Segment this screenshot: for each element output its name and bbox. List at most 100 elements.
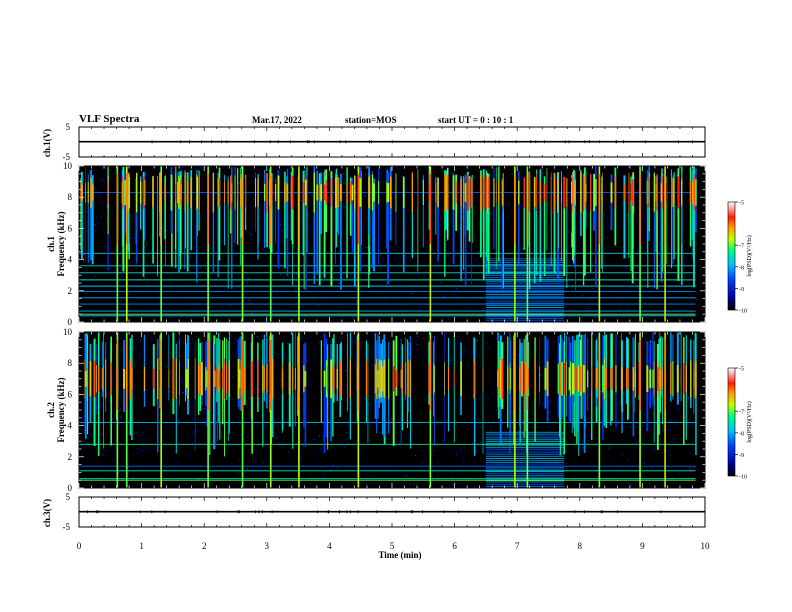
spec2-noise <box>247 436 249 438</box>
spec2-noise <box>652 449 654 451</box>
spec1-noise <box>441 295 443 297</box>
spec2-burst-core <box>294 367 296 390</box>
spec2-noise <box>108 416 110 418</box>
spec2-burst-core <box>93 360 96 398</box>
spec1-burst-core <box>422 180 424 206</box>
spec1-noise <box>197 297 199 299</box>
spec1-noise <box>411 308 414 310</box>
spec2-burst-core <box>583 365 585 393</box>
spec2-noise <box>673 422 675 425</box>
spec2-noise <box>139 353 141 355</box>
spec1-noise <box>670 262 672 265</box>
spec1-noise <box>102 180 104 182</box>
spec1-noise <box>380 284 382 286</box>
spec2-noise <box>679 473 681 475</box>
spec2-noise <box>490 402 492 404</box>
spec1-noise <box>645 226 647 228</box>
spec1-burst-core <box>523 177 525 208</box>
spec1-noise <box>154 283 156 286</box>
spec1-burst-core <box>325 180 328 205</box>
spec1-burst-core <box>255 177 256 208</box>
spec1-noise <box>342 172 344 175</box>
spec2-noise <box>170 474 172 476</box>
spec2-noise <box>300 456 302 459</box>
spec2-noise <box>596 476 599 478</box>
spec1-dense-band-line <box>485 267 565 269</box>
spec1-burst <box>411 177 413 259</box>
spec2-noise <box>321 422 324 424</box>
spec1-burst <box>693 166 695 288</box>
spec1-burst-core <box>601 184 603 201</box>
spec1-noise <box>443 295 445 298</box>
spec1-noise <box>141 188 143 190</box>
spec2-burst-core <box>224 358 226 400</box>
spec2-noise <box>630 342 632 345</box>
spec2-noise <box>647 361 649 363</box>
spec1-noise <box>158 214 160 216</box>
spec2-noise <box>415 356 417 358</box>
spec1-noise <box>129 232 131 235</box>
spec2-noise <box>368 395 370 397</box>
spec2-burst <box>634 333 636 398</box>
spec1-burst <box>485 171 487 257</box>
spec1-noise <box>540 232 543 234</box>
spec2-noise <box>588 473 591 475</box>
wf1-ylabel: ch.1(V) <box>42 129 52 157</box>
spec1-burst <box>487 173 490 274</box>
spec2-burst-core <box>89 361 92 397</box>
spec2-burst-core <box>690 360 692 398</box>
spec1-noise <box>161 190 163 192</box>
spec1-burst <box>122 177 124 264</box>
spec2-noise <box>530 356 532 359</box>
cbar1-tick-label: -9 <box>739 287 744 293</box>
spec1-burst-core <box>129 176 131 209</box>
spec2-burst-core <box>84 359 86 399</box>
spec1-noise <box>193 223 195 225</box>
spec2-burst-core <box>634 370 636 388</box>
spec1-burst <box>340 173 342 290</box>
spec2-burst-core <box>672 361 674 397</box>
spec1-dense-band-line <box>485 314 565 316</box>
spec2-noise <box>351 367 353 369</box>
spec2-noise <box>287 365 289 367</box>
spec2-noise <box>408 365 410 367</box>
spec1-noise <box>575 246 577 248</box>
spec1-burst-core <box>164 182 166 203</box>
spec2-burst-core <box>374 364 377 394</box>
spec1-noise <box>399 258 401 261</box>
spec2-noise <box>347 441 350 443</box>
spec1-noise <box>683 196 685 198</box>
spec1-burst-core <box>184 178 186 207</box>
spec2-noise <box>124 372 127 374</box>
spec2-noise <box>467 364 469 366</box>
spec1-dense-band-line <box>485 262 565 263</box>
spec2-burst-core <box>159 369 161 388</box>
spec1-noise <box>364 173 366 175</box>
spec1-noise <box>95 223 97 225</box>
spec1-noise <box>675 213 677 215</box>
x-tick-label: 3 <box>265 541 270 551</box>
spec2-noise <box>324 471 326 473</box>
spec2-noise <box>134 406 137 408</box>
spec1-burst-core <box>178 176 180 209</box>
spec2-burst-core <box>501 358 504 399</box>
spec1-burst-core <box>122 182 125 203</box>
spec2-burst <box>659 332 661 408</box>
spec2-noise <box>387 438 389 440</box>
spec2-noise <box>437 462 439 464</box>
spec1-noise <box>166 229 168 231</box>
spec2-dense-band-line <box>485 439 565 441</box>
spec1-burst <box>557 173 559 248</box>
spec2-strong-burst-core <box>269 339 272 410</box>
spec1-noise <box>391 280 393 282</box>
spec2-noise <box>243 403 245 405</box>
spec2-noise <box>392 456 394 458</box>
spec2-noise <box>336 467 338 470</box>
spec1-noise <box>85 211 88 213</box>
spec1-burst-core <box>485 174 487 211</box>
spec1-noise <box>295 273 297 275</box>
spec2-noise <box>383 469 385 471</box>
spec1-strong-burst-core <box>357 173 360 244</box>
spec1-noise <box>626 308 628 310</box>
spec2-burst-core <box>101 368 103 390</box>
